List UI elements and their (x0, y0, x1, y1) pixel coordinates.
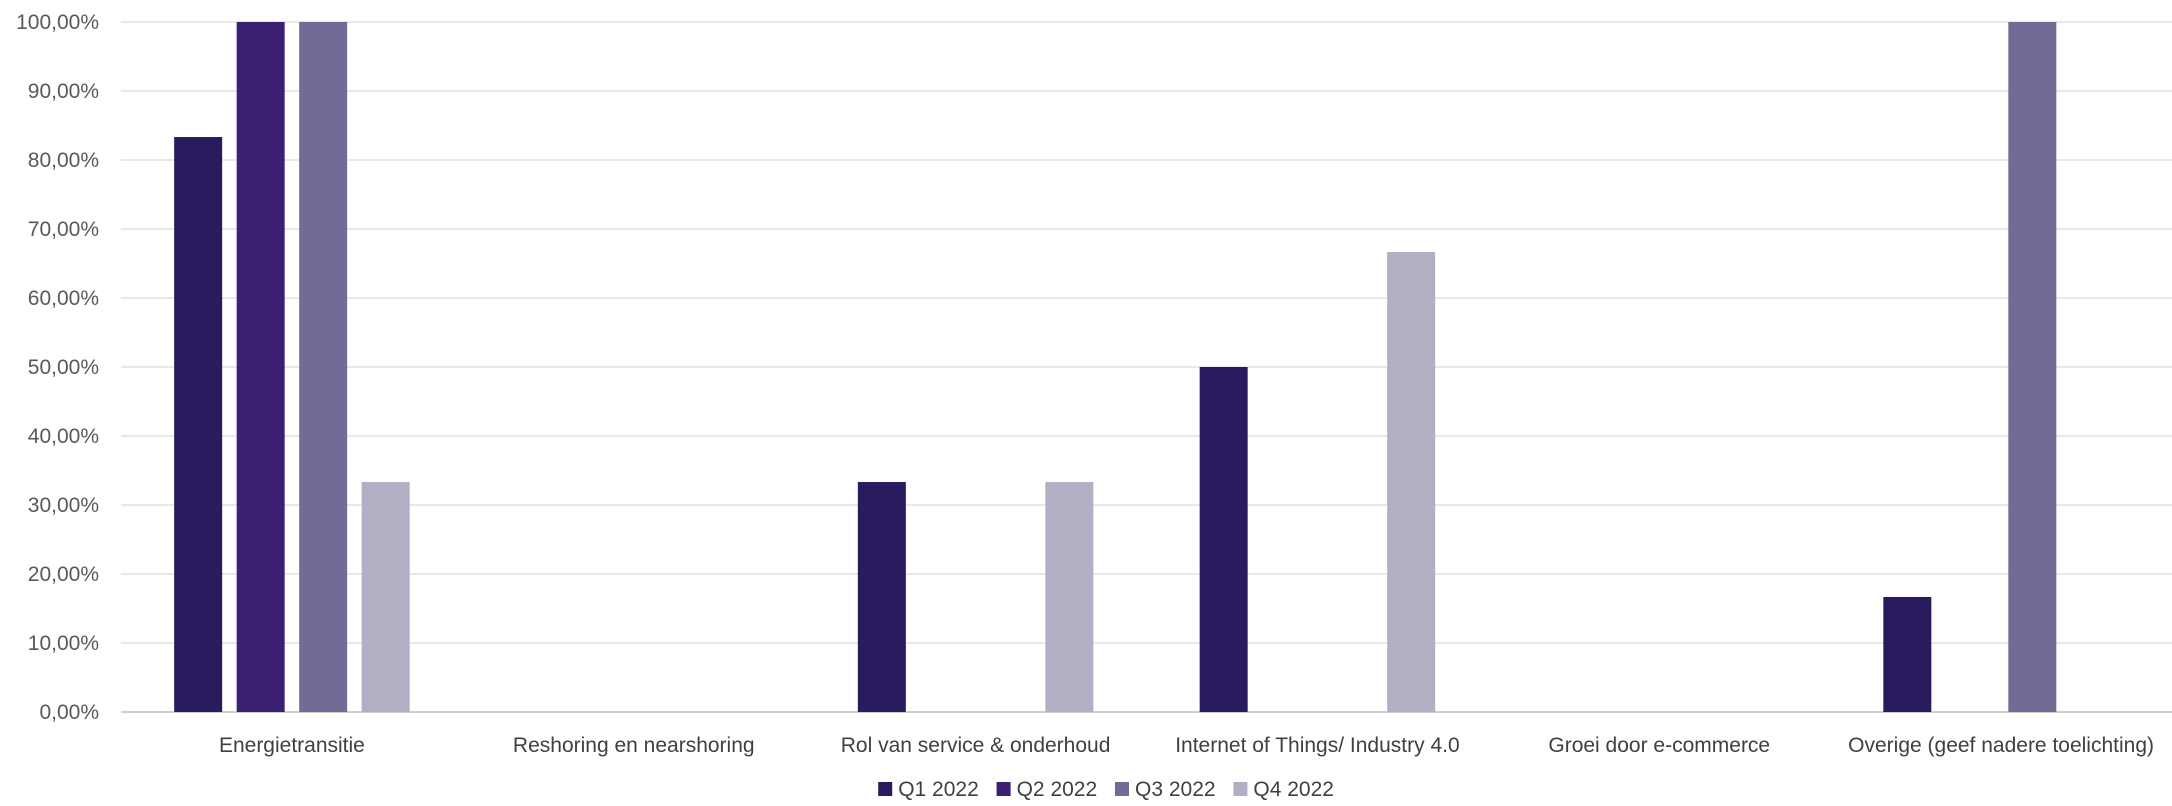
legend-label: Q2 2022 (1017, 778, 1098, 801)
y-tick-label: 10,00% (28, 632, 99, 655)
y-tick-label: 40,00% (28, 425, 99, 448)
bar-q1-2022 (174, 137, 223, 712)
y-tick-label: 50,00% (28, 356, 99, 379)
x-axis: Energietransitie Reshoring en nearshoring… (219, 734, 2154, 757)
bars (174, 22, 2057, 713)
legend-swatch (1115, 782, 1129, 796)
x-tick-label: Energietransitie (219, 734, 365, 757)
legend-item: Q1 2022 (878, 778, 979, 801)
y-tick-label: 70,00% (28, 218, 99, 241)
x-tick-label: Overige (geef nadere toelichting) (1848, 734, 2154, 757)
legend-label: Q4 2022 (1253, 778, 1334, 801)
x-tick-label: Internet of Things/ Industry 4.0 (1175, 734, 1459, 757)
legend-label: Q1 2022 (898, 778, 979, 801)
bar-q4-2022 (361, 482, 410, 712)
y-tick-label: 100,00% (16, 11, 99, 34)
bar-q4-2022 (1387, 251, 1436, 713)
bar-q1-2022 (1199, 367, 1248, 712)
bar-q3-2022 (2008, 22, 2057, 712)
bar-q2-2022 (236, 22, 285, 712)
legend-swatch (878, 782, 893, 796)
y-tick-label: 0,00% (39, 701, 99, 724)
y-tick-label: 20,00% (28, 563, 99, 586)
bar-q1-2022 (1883, 596, 1932, 712)
y-tick-label: 60,00% (28, 287, 99, 310)
x-tick-label: Reshoring en nearshoring (513, 734, 755, 757)
bar-q4-2022 (1045, 482, 1094, 712)
bar-q1-2022 (857, 482, 906, 712)
y-tick-label: 90,00% (28, 80, 99, 103)
legend-swatch (1233, 782, 1248, 796)
legend-item: Q4 2022 (1233, 778, 1334, 801)
legend: Q1 2022 Q2 2022 Q3 2022 Q4 2022 (878, 778, 1334, 801)
x-tick-label: Groei door e-commerce (1548, 734, 1770, 757)
gridlines (121, 21, 2172, 713)
y-tick-label: 30,00% (28, 494, 99, 517)
x-tick-label: Rol van service & onderhoud (841, 734, 1111, 757)
bar-q3-2022 (299, 22, 348, 712)
legend-swatch (996, 782, 1011, 796)
legend-item: Q3 2022 (1115, 778, 1216, 801)
legend-label: Q3 2022 (1135, 778, 1216, 801)
y-axis: 0,00% 10,00% 20,00% 30,00% 40,00% 50,00% 60,00… (16, 11, 99, 724)
legend-item: Q2 2022 (996, 778, 1098, 801)
y-tick-label: 80,00% (28, 149, 99, 172)
